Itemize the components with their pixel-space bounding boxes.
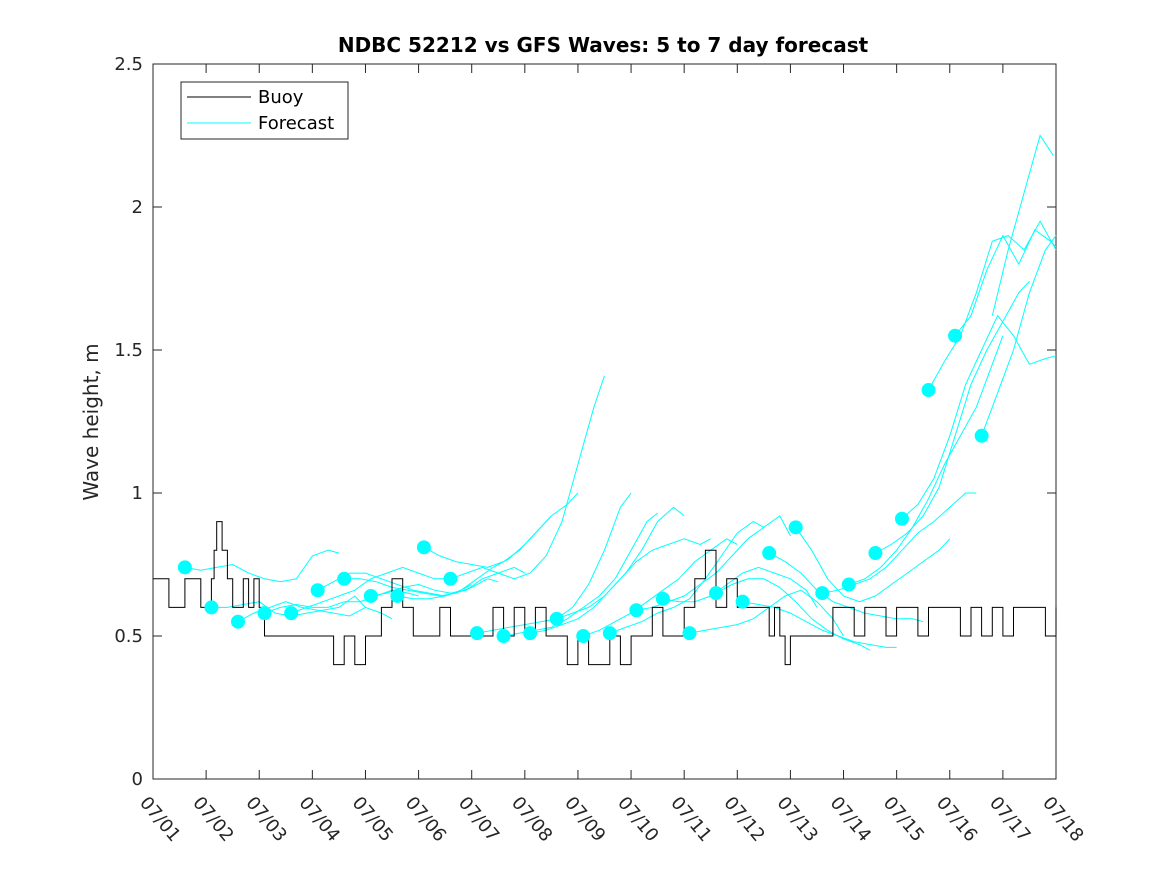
forecast-line — [556, 538, 711, 620]
forecast-marker — [815, 586, 830, 601]
y-tick-label: 2.5 — [114, 54, 143, 75]
y-tick-label: 0.5 — [114, 626, 143, 647]
y-tick-label: 1.5 — [114, 340, 143, 361]
forecast-line — [954, 229, 1057, 337]
forecast-line — [662, 566, 818, 608]
forecast-line — [184, 549, 340, 583]
forecast-marker — [257, 606, 272, 621]
y-tick-label: 0 — [132, 769, 143, 790]
legend-label: Forecast — [258, 113, 334, 134]
forecast-line — [742, 601, 897, 648]
forecast-marker — [230, 614, 245, 629]
forecast-line — [848, 335, 1004, 585]
forecast-marker — [470, 626, 485, 641]
y-axis-label: Wave height, m — [79, 343, 103, 500]
forecast-marker — [709, 586, 724, 601]
forecast-marker — [576, 629, 591, 643]
forecast-marker — [841, 577, 856, 592]
forecast-line — [290, 566, 446, 614]
y-tick-label: 2 — [132, 197, 143, 218]
forecast-line — [875, 281, 1030, 554]
forecast-marker — [363, 588, 378, 603]
forecast-marker — [602, 626, 617, 641]
forecast-marker — [284, 606, 299, 621]
forecast-marker — [868, 546, 883, 561]
forecast-line — [901, 314, 1057, 520]
forecast-marker — [416, 540, 431, 555]
forecast-marker — [310, 583, 325, 598]
forecast-line — [981, 235, 1057, 436]
forecast-marker — [443, 571, 458, 586]
forecast-marker — [337, 571, 352, 586]
forecast-line — [715, 578, 871, 651]
axes-box — [152, 63, 1057, 780]
forecast-marker — [655, 591, 670, 606]
forecast-line — [344, 578, 499, 597]
forecast-marker — [549, 611, 564, 626]
forecast-line — [583, 538, 738, 637]
forecast-marker — [894, 511, 909, 526]
forecast-marker — [682, 626, 697, 641]
chart-title: NDBC 52212 vs GFS Waves: 5 to 7 day fore… — [338, 33, 869, 57]
forecast-marker — [788, 520, 803, 535]
legend-label: Buoy — [258, 87, 304, 108]
forecast-marker — [204, 600, 219, 615]
forecast-line — [450, 375, 605, 580]
forecast-line — [423, 492, 579, 568]
legend-box — [180, 81, 349, 140]
forecast-marker — [735, 594, 750, 609]
forecast-line — [795, 527, 951, 603]
forecast-marker — [177, 560, 192, 575]
forecast-marker — [974, 428, 989, 443]
forecast-marker — [496, 629, 511, 643]
y-tick-label: 1 — [132, 483, 143, 504]
forecast-marker — [629, 603, 644, 618]
forecast-marker — [390, 588, 405, 603]
forecast-marker — [948, 328, 963, 343]
forecast-line — [609, 521, 765, 634]
forecast-marker — [921, 383, 936, 398]
forecast-line — [991, 134, 1054, 316]
forecast-marker — [762, 546, 777, 561]
forecast-marker — [523, 626, 538, 641]
buoy-line — [153, 521, 1057, 666]
legend: Buoy Forecast — [180, 81, 349, 140]
